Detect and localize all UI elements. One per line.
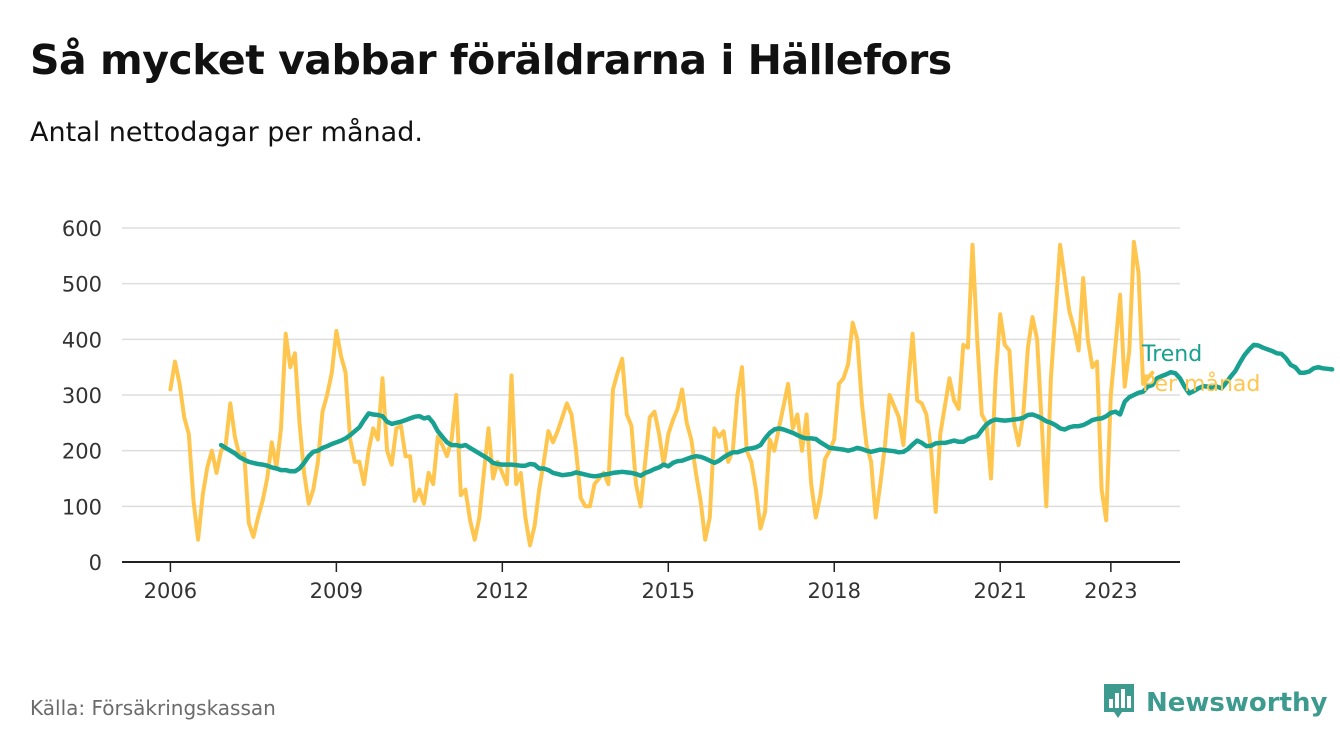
x-tick-label: 2018	[808, 579, 861, 603]
chart-subtitle: Antal nettodagar per månad.	[30, 117, 423, 148]
source-note: Källa: Försäkringskassan	[30, 696, 276, 720]
y-tick-label: 200	[62, 440, 102, 464]
y-tick-label: 500	[62, 273, 102, 297]
x-tick-label: 2006	[144, 579, 197, 603]
monthly-line	[168, 239, 1155, 548]
bar-chart-speech-bubble-icon	[1102, 682, 1136, 724]
legend-per-manad: Per månad	[1142, 371, 1260, 397]
newsworthy-logo[interactable]: Newsworthy	[1102, 682, 1327, 724]
legend-trend: Trend	[1141, 342, 1202, 367]
x-tick-label: 2023	[1084, 579, 1137, 603]
y-axis: 0 100 200 300 400 500 600	[62, 217, 102, 575]
x-tick-label: 2021	[973, 579, 1026, 603]
y-tick-label: 300	[62, 384, 102, 408]
line-chart: 0 100 200 300 400 500 600 2006 2009 2012 2015 2018…	[62, 217, 1335, 603]
series-lines	[168, 239, 1335, 548]
grid-lines	[122, 227, 1180, 563]
legend: Trend Per månad	[1141, 342, 1260, 397]
y-tick-label: 100	[62, 495, 102, 519]
x-tick-label: 2009	[310, 579, 363, 603]
trend-line	[218, 342, 1335, 479]
chart-title: Så mycket vabbar föräldrarna i Hällefors	[30, 36, 952, 84]
brand-name: Newsworthy	[1146, 688, 1328, 718]
y-tick-label: 400	[62, 328, 102, 352]
y-tick-label: 0	[89, 551, 102, 575]
x-tick-label: 2012	[476, 579, 529, 603]
x-axis: 2006 2009 2012 2015 2018 2021 2023	[144, 562, 1138, 603]
x-tick-label: 2015	[642, 579, 695, 603]
y-tick-label: 600	[62, 217, 102, 241]
